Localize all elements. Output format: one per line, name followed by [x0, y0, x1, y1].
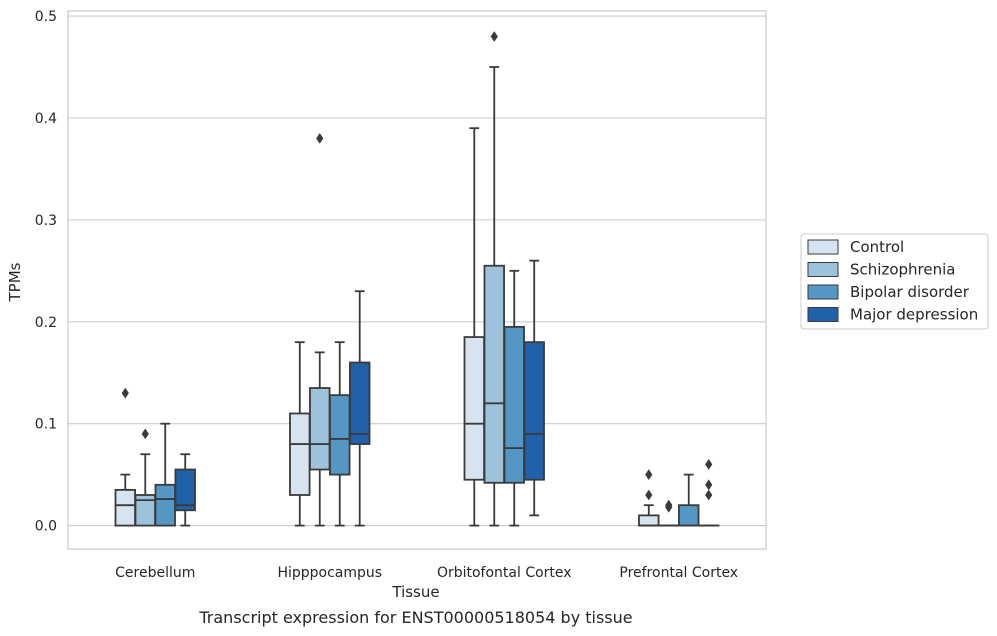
box-body — [329, 394, 351, 476]
plot-frame — [67, 10, 767, 550]
legend-swatch — [807, 284, 839, 300]
legend-label: Control — [850, 238, 904, 256]
legend-swatch — [807, 262, 839, 277]
legend-swatch — [807, 239, 839, 255]
box-major-depression — [349, 290, 371, 527]
box-bipolar-disorder — [329, 341, 351, 527]
box-body — [289, 412, 311, 496]
outlier-point — [645, 469, 653, 481]
y-axis-label: TPMs — [6, 262, 24, 302]
legend-frame — [800, 233, 989, 330]
box-body — [678, 504, 700, 527]
outlier-point — [316, 132, 324, 144]
box-major-depression — [698, 459, 720, 527]
x-tick-label: Hipppocampus — [277, 565, 382, 581]
outlier-point — [141, 428, 149, 440]
box-series — [114, 31, 720, 527]
box-major-depression — [174, 453, 196, 527]
outlier-point — [705, 479, 713, 491]
x-tick-label: Orbitofontal Cortex — [437, 565, 572, 581]
legend-label: Schizophrenia — [850, 261, 955, 279]
legend: Control Schizophrenia Bipolar disorder Majo… — [800, 233, 989, 330]
legend-label: Bipolar disorder — [850, 283, 970, 301]
grid-lines — [68, 15, 766, 527]
y-tick-label: 0.4 — [35, 111, 57, 127]
box-control — [114, 387, 136, 527]
outlier-point — [645, 489, 653, 501]
box-bipolar-disorder — [678, 473, 700, 527]
x-tick-labels: Cerebellum Hipppocampus Orbitofontal Corte… — [115, 565, 738, 581]
y-tick-label: 0.2 — [35, 315, 57, 331]
box-body — [349, 361, 371, 445]
box-major-depression — [523, 259, 545, 517]
y-tick-label: 0.3 — [35, 213, 57, 229]
x-tick-label: Cerebellum — [115, 565, 195, 581]
legend-swatch — [807, 307, 839, 322]
legend-label: Major depression — [850, 306, 978, 324]
x-tick-label: Prefrontal Cortex — [619, 565, 738, 581]
y-tick-label: 0.1 — [35, 417, 57, 433]
box-schizophrenia — [483, 31, 505, 527]
outlier-point — [121, 387, 129, 399]
box-schizophrenia — [309, 132, 331, 527]
x-axis-label: Tissue — [391, 583, 439, 601]
box-control — [289, 341, 311, 527]
box-bipolar-disorder — [154, 422, 176, 527]
box-schizophrenia — [658, 499, 680, 527]
y-tick-labels: 0.0 0.1 0.2 0.3 0.4 0.5 — [35, 9, 57, 534]
box-control — [638, 469, 660, 527]
outlier-point — [665, 499, 673, 511]
outlier-point — [490, 31, 498, 42]
box-control — [463, 127, 485, 527]
box-body — [309, 387, 331, 471]
box-body — [114, 489, 136, 527]
box-bipolar-disorder — [503, 269, 525, 527]
box-body — [638, 514, 660, 527]
box-body — [483, 264, 505, 484]
box-schizophrenia — [134, 428, 156, 527]
box-body — [463, 336, 485, 481]
box-body — [503, 325, 525, 484]
y-tick-label: 0.0 — [35, 519, 57, 535]
box-body — [174, 468, 196, 512]
y-tick-label: 0.5 — [35, 9, 57, 25]
box-body — [154, 483, 176, 527]
outlier-point — [705, 489, 713, 501]
outlier-point — [705, 459, 713, 470]
box-body — [523, 341, 545, 481]
legend-items: Control Schizophrenia Bipolar disorder Majo… — [807, 238, 978, 324]
figure-caption: Transcript expression for ENST0000051805… — [198, 608, 632, 627]
